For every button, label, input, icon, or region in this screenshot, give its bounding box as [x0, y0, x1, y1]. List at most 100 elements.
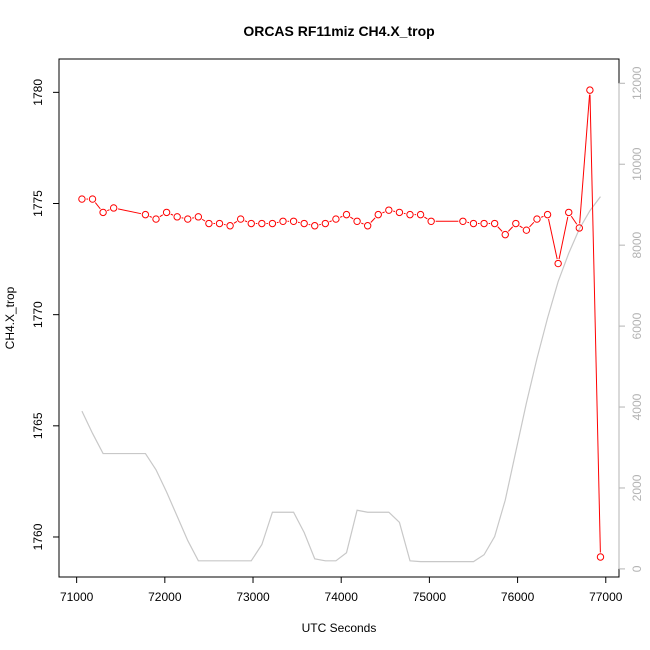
- ch4-line-segment: [589, 94, 601, 553]
- ch4-line-segment: [548, 218, 558, 260]
- ch4-data-point: [565, 208, 573, 217]
- ch4-line-segment: [540, 215, 544, 218]
- ch4-data-point: [173, 213, 181, 221]
- x-tick-label: 73000: [236, 590, 270, 604]
- ch4-data-point: [342, 210, 351, 219]
- ch4-line-segment: [329, 220, 332, 223]
- y-tick-label: 1780: [31, 79, 45, 106]
- ch4-line-segment: [370, 217, 376, 223]
- ch4-data-point: [88, 195, 97, 203]
- ch4-line-segment: [361, 222, 364, 225]
- ch4-data-point: [575, 224, 584, 232]
- ch4-data-point: [268, 219, 277, 228]
- ch4-line-segment: [149, 215, 153, 218]
- ch4-data-point: [490, 219, 499, 228]
- ch4-data-point: [247, 219, 255, 228]
- ch4-data-point: [226, 222, 234, 230]
- ch4-line-segment: [244, 220, 248, 223]
- x-tick-label: 74000: [325, 590, 359, 604]
- ch4-data-point: [332, 215, 340, 223]
- plot-frame: [58, 58, 620, 578]
- ch4-data-point: [289, 217, 298, 225]
- ch4-line-segment: [519, 225, 523, 229]
- ch4-data-point: [205, 219, 213, 228]
- right-y-tick-label: 12000: [630, 66, 644, 100]
- ch4-data-point: [236, 215, 245, 223]
- right-y-tick-label: 2000: [630, 474, 644, 501]
- ch4-data-point: [363, 222, 372, 230]
- x-axis: 71000 72000 73000 74000 75000 76000 77000: [60, 576, 623, 604]
- ch4-data-point: [406, 210, 414, 219]
- ch4-data-point: [469, 219, 478, 228]
- ch4-data-point: [416, 210, 425, 219]
- ch4-line-segment: [570, 215, 578, 225]
- right-y-axis: 0 2000 4000 6000 8000 10000 12000: [618, 66, 644, 572]
- right-y-tick-label: 0: [630, 565, 644, 572]
- ch4-data-point: [279, 217, 287, 225]
- ch4-data-point: [194, 213, 203, 221]
- y-tick-label: 1765: [31, 412, 45, 439]
- ch4-line-segment: [350, 216, 354, 220]
- ch4-data-point: [258, 219, 266, 228]
- ch4-data-point: [512, 219, 520, 228]
- right-y-tick-label: 8000: [630, 231, 644, 258]
- ch4-data-point: [522, 226, 531, 234]
- right-y-tick-label: 4000: [630, 393, 644, 420]
- x-tick-label: 77000: [589, 590, 623, 604]
- ch4-data-point: [427, 217, 435, 225]
- ch4-line-segment: [339, 215, 343, 218]
- right-y-tick-label: 10000: [630, 147, 644, 181]
- ch4-data-point: [184, 215, 192, 223]
- ch4-line-segment: [558, 216, 569, 260]
- ch4-data-point: [533, 215, 541, 223]
- ch4-data-point: [501, 230, 509, 239]
- ch4-data-point: [152, 215, 160, 223]
- ch4-line-segment: [507, 226, 514, 232]
- ch4-line-segment: [233, 221, 238, 224]
- ch4-data-point: [385, 206, 393, 214]
- ch4-data-point: [586, 86, 594, 94]
- ch4-line-segment: [579, 94, 591, 224]
- ch4-data-point: [99, 208, 107, 217]
- ch4-data-point: [353, 217, 361, 225]
- ch4-line-segment: [382, 211, 385, 214]
- series-marks: [78, 86, 605, 563]
- ch4-line-segment: [94, 202, 101, 210]
- ch4-data-point: [109, 204, 118, 212]
- ch4-line-segment: [497, 226, 503, 232]
- ch4-data-point: [395, 208, 404, 217]
- ch4-data-point: [554, 259, 562, 268]
- y-tick-label: 1760: [31, 523, 45, 550]
- ch4-data-point: [480, 219, 488, 228]
- ch4-data-point: [311, 222, 319, 230]
- x-tick-label: 71000: [60, 590, 94, 604]
- ch4-data-point: [321, 219, 330, 228]
- ch4-data-point: [543, 210, 552, 219]
- ch4-data-point: [162, 208, 171, 217]
- ch4-line-segment: [159, 214, 164, 218]
- ch4-data-point: [459, 217, 467, 225]
- y-tick-label: 1775: [31, 190, 45, 217]
- ch4-line-segment: [201, 218, 206, 222]
- ch4-line-segment: [529, 221, 535, 228]
- ch4-line-segment: [170, 213, 174, 216]
- ch4-data-point: [215, 219, 224, 228]
- ch4-data-point: [300, 219, 308, 228]
- x-tick-label: 72000: [148, 590, 182, 604]
- right-y-tick-label: 6000: [630, 312, 644, 339]
- ch4-line-segment: [424, 216, 428, 220]
- ch4-data-point: [596, 553, 605, 561]
- y-tick-label: 1770: [31, 301, 45, 328]
- y-axis: 1760 1765 1770 1775 1780: [31, 79, 60, 550]
- ch4-line-segment: [117, 208, 142, 215]
- x-axis-label: UTC Seconds: [302, 621, 377, 635]
- x-tick-label: 75000: [413, 590, 447, 604]
- ch4-data-point: [141, 210, 150, 219]
- ch4-line-segment: [107, 209, 110, 212]
- ch4-data-point: [78, 195, 86, 203]
- x-tick-label: 76000: [501, 590, 535, 604]
- altitude-line: [81, 196, 601, 563]
- y-axis-label: CH4.X_trop: [3, 286, 17, 349]
- chart-title: ORCAS RF11miz CH4.X_trop: [243, 23, 434, 39]
